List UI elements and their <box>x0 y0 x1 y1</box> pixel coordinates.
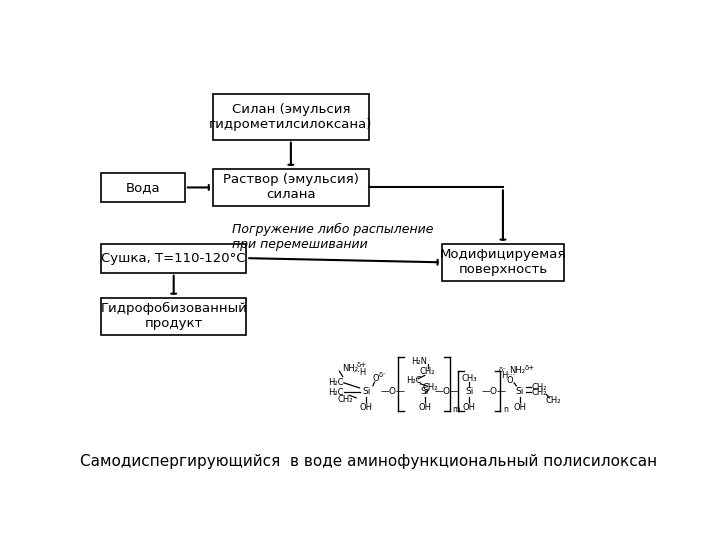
Text: —O—: —O— <box>482 387 507 396</box>
FancyBboxPatch shape <box>213 168 369 206</box>
Text: —O—: —O— <box>435 387 459 396</box>
Text: H₂C: H₂C <box>328 377 343 387</box>
FancyBboxPatch shape <box>101 173 185 202</box>
Text: OH: OH <box>360 402 373 411</box>
Text: NH₂: NH₂ <box>509 366 525 375</box>
FancyBboxPatch shape <box>441 244 564 281</box>
Text: Силан (эмульсия
гидрометилсилоксана): Силан (эмульсия гидрометилсилоксана) <box>210 103 372 131</box>
Text: O: O <box>506 376 513 386</box>
Text: Si: Si <box>362 387 370 396</box>
FancyBboxPatch shape <box>213 94 369 140</box>
Text: n: n <box>503 404 508 414</box>
Text: ···H: ···H <box>352 368 366 377</box>
Text: δ⁻: δ⁻ <box>499 367 507 374</box>
Text: CH₂: CH₂ <box>531 382 547 392</box>
Text: CH₂: CH₂ <box>337 395 353 404</box>
Text: δ⁻: δ⁻ <box>379 373 387 379</box>
Text: Вода: Вода <box>126 181 161 194</box>
Text: Si: Si <box>465 387 474 396</box>
Text: m: m <box>452 404 459 414</box>
Text: Погружение либо распыление
при перемешивании: Погружение либо распыление при перемешив… <box>233 224 433 252</box>
Text: CH₂: CH₂ <box>545 396 561 405</box>
Text: H₂C: H₂C <box>406 376 421 386</box>
Text: —O—: —O— <box>380 387 405 396</box>
Text: Раствор (эмульсия)
силана: Раствор (эмульсия) силана <box>223 173 359 201</box>
Text: Гидрофобизованный
продукт: Гидрофобизованный продукт <box>100 302 247 330</box>
Text: O: O <box>373 374 379 383</box>
Text: NH₂: NH₂ <box>343 364 359 373</box>
Text: Самодиспергирующийся  в воде аминофункциональный полисилоксан: Самодиспергирующийся в воде аминофункцио… <box>81 454 657 469</box>
Text: Сушка, T=110-120°C: Сушка, T=110-120°C <box>102 252 246 265</box>
Text: CH₂: CH₂ <box>423 383 438 393</box>
Text: CH₂: CH₂ <box>420 367 436 376</box>
Text: δ+: δ+ <box>525 364 535 370</box>
Text: OH: OH <box>513 402 526 411</box>
Text: H₂N: H₂N <box>411 357 427 366</box>
Text: Si: Si <box>516 387 524 396</box>
FancyBboxPatch shape <box>101 298 246 335</box>
Text: Si: Si <box>420 387 429 396</box>
Text: H···: H··· <box>501 371 516 380</box>
Text: OH: OH <box>463 402 476 411</box>
Text: Модифицируемая
поверхность: Модифицируемая поверхность <box>440 248 566 276</box>
Text: OH: OH <box>418 402 431 411</box>
Text: H₂C: H₂C <box>328 388 343 397</box>
FancyBboxPatch shape <box>101 244 246 273</box>
Text: CH₂: CH₂ <box>531 388 547 397</box>
Text: CH₃: CH₃ <box>462 374 477 383</box>
Text: δ+: δ+ <box>356 362 366 368</box>
